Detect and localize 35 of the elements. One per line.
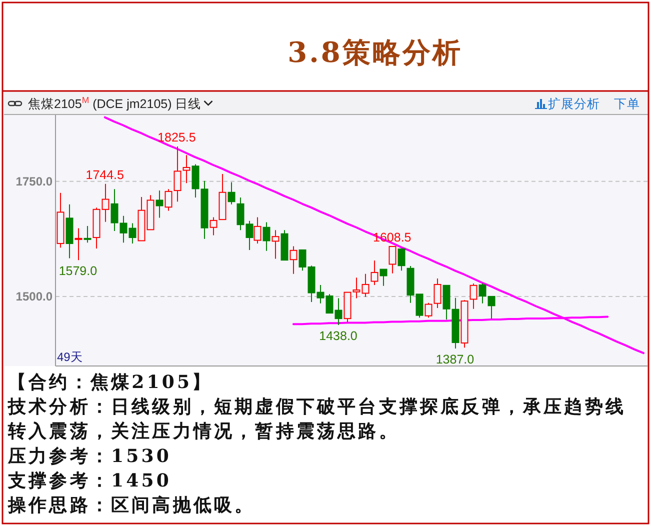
annotation: 1579.0	[58, 264, 98, 278]
y-tick-label: 1750.0	[16, 174, 53, 188]
text: 操作思路：区间高抛低吸。	[7, 495, 256, 516]
candlestick	[228, 182, 236, 205]
annotation: 1387.0	[436, 352, 474, 366]
candlestick	[254, 216, 262, 244]
candlestick	[380, 268, 388, 286]
text: 扩展分析	[548, 97, 600, 111]
candlestick	[156, 190, 164, 218]
candlestick	[370, 260, 378, 286]
annotation: 49天	[57, 350, 82, 364]
text: 压力参考：1530	[7, 446, 172, 467]
candlestick	[84, 225, 92, 244]
line-series	[292, 316, 609, 326]
candlestick	[388, 246, 396, 274]
candlestick	[74, 228, 82, 261]
candlestick	[470, 283, 478, 310]
text: 下单	[614, 97, 640, 111]
candlestick	[272, 230, 280, 260]
candlestick	[424, 302, 432, 318]
candlestick	[398, 248, 406, 272]
candlestick	[434, 278, 442, 308]
candlestick	[210, 216, 218, 236]
annotation: 1825.5	[158, 130, 196, 145]
text: 支撑参考：1450	[7, 470, 172, 492]
y-tick-label: 1500.0	[16, 289, 53, 304]
annotation: 1744.5	[86, 168, 124, 182]
text: 技术分析：日线级别，短期虚假下破平台支撑探底反弹，承压趋势线转入震荡，关注压力情况，暂持震荡思路。	[7, 396, 626, 442]
chart-subtitle: 焦煤2105$^{M}$ (DCE jm2105) 日线	[28, 95, 202, 111]
candlestick	[262, 222, 270, 252]
candlestick	[290, 246, 298, 274]
candlestick	[164, 188, 172, 212]
text: 【合约：焦煤2105】	[8, 372, 213, 393]
annotation: 1438.0	[319, 329, 358, 344]
chart-title: 3.8策略分析	[288, 36, 462, 69]
